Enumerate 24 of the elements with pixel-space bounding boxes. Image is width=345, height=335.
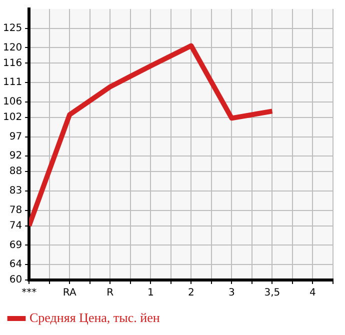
y-tick-label: 74 — [9, 220, 22, 232]
x-tick-label: 4 — [310, 288, 316, 299]
y-tick-label: 60 — [9, 274, 22, 286]
x-tick-label: *** — [22, 288, 37, 299]
y-tick-label: 102 — [2, 112, 22, 123]
y-tick-label: 111 — [2, 77, 22, 88]
y-tick-label: 64 — [9, 259, 22, 270]
y-tick-label: 125 — [2, 22, 22, 34]
x-tick-label: 3 — [228, 288, 235, 299]
x-tick-label: 1 — [147, 288, 154, 299]
y-tick-label: 92 — [9, 150, 22, 162]
x-tick-label: 3,5 — [264, 288, 280, 299]
x-tick-label: RA — [62, 288, 76, 299]
y-tick-label: 69 — [9, 240, 22, 251]
x-tick-label: 2 — [188, 288, 194, 299]
y-tick-label: 97 — [9, 131, 22, 142]
y-tick-label: 116 — [2, 58, 22, 69]
y-tick-label: 83 — [9, 186, 22, 197]
y-tick-label: 120 — [2, 42, 22, 54]
y-tick-label: 106 — [2, 96, 22, 108]
legend-label: Средняя Цена, тыс. йен — [30, 310, 160, 325]
x-tick-label: R — [106, 288, 114, 299]
y-tick-label: 78 — [9, 204, 22, 216]
y-tick-label: 88 — [9, 166, 22, 178]
